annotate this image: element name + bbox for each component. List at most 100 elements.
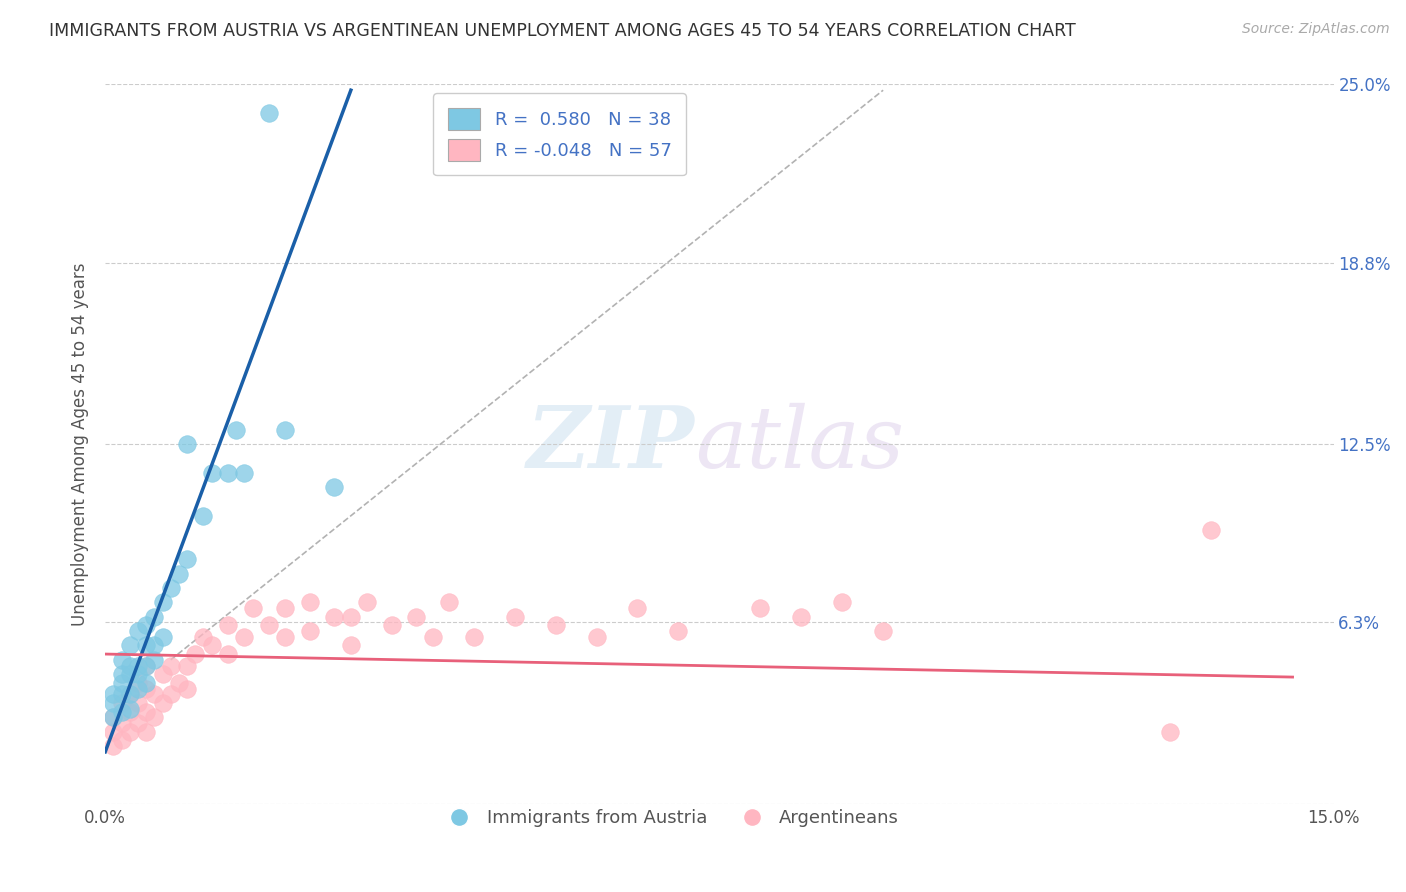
Point — [184, 647, 207, 661]
Point — [257, 106, 280, 120]
Point — [135, 618, 157, 632]
Point — [323, 480, 346, 494]
Point — [233, 630, 256, 644]
Point — [176, 437, 198, 451]
Point — [103, 724, 125, 739]
Text: IMMIGRANTS FROM AUSTRIA VS ARGENTINEAN UNEMPLOYMENT AMONG AGES 45 TO 54 YEARS CO: IMMIGRANTS FROM AUSTRIA VS ARGENTINEAN U… — [49, 22, 1076, 40]
Point — [118, 658, 141, 673]
Point — [544, 618, 567, 632]
Point — [437, 595, 460, 609]
Point — [118, 724, 141, 739]
Point — [127, 667, 149, 681]
Point — [340, 639, 363, 653]
Point — [872, 624, 894, 638]
Point — [626, 601, 648, 615]
Point — [176, 552, 198, 566]
Point — [257, 618, 280, 632]
Point — [110, 667, 132, 681]
Point — [110, 716, 132, 731]
Point — [152, 696, 174, 710]
Point — [217, 647, 239, 661]
Point — [463, 630, 485, 644]
Legend: Immigrants from Austria, Argentineans: Immigrants from Austria, Argentineans — [434, 802, 907, 834]
Point — [118, 639, 141, 653]
Point — [356, 595, 378, 609]
Point — [503, 609, 526, 624]
Point — [110, 653, 132, 667]
Point — [135, 658, 157, 673]
Point — [1199, 524, 1222, 538]
Point — [127, 681, 149, 696]
Point — [217, 618, 239, 632]
Point — [127, 624, 149, 638]
Point — [323, 609, 346, 624]
Point — [167, 675, 190, 690]
Point — [143, 687, 166, 701]
Point — [127, 696, 149, 710]
Point — [110, 696, 132, 710]
Point — [201, 639, 224, 653]
Point — [118, 705, 141, 719]
Point — [201, 466, 224, 480]
Text: Source: ZipAtlas.com: Source: ZipAtlas.com — [1241, 22, 1389, 37]
Point — [176, 681, 198, 696]
Point — [143, 653, 166, 667]
Point — [159, 687, 181, 701]
Text: ZIP: ZIP — [527, 402, 695, 486]
Point — [110, 705, 132, 719]
Point — [118, 667, 141, 681]
Point — [127, 658, 149, 673]
Point — [381, 618, 404, 632]
Point — [193, 508, 215, 523]
Point — [110, 733, 132, 747]
Point — [143, 639, 166, 653]
Point — [135, 724, 157, 739]
Point — [127, 675, 149, 690]
Point — [103, 710, 125, 724]
Point — [790, 609, 813, 624]
Point — [668, 624, 690, 638]
Point — [159, 658, 181, 673]
Point — [127, 716, 149, 731]
Point — [159, 581, 181, 595]
Point — [118, 687, 141, 701]
Point — [176, 658, 198, 673]
Point — [135, 681, 157, 696]
Point — [103, 687, 125, 701]
Point — [298, 595, 321, 609]
Point — [274, 601, 297, 615]
Point — [110, 687, 132, 701]
Point — [405, 609, 427, 624]
Point — [749, 601, 772, 615]
Point — [110, 675, 132, 690]
Point — [585, 630, 607, 644]
Point — [831, 595, 853, 609]
Point — [135, 639, 157, 653]
Y-axis label: Unemployment Among Ages 45 to 54 years: Unemployment Among Ages 45 to 54 years — [72, 262, 89, 626]
Point — [298, 624, 321, 638]
Point — [217, 466, 239, 480]
Point — [135, 705, 157, 719]
Point — [118, 687, 141, 701]
Point — [274, 423, 297, 437]
Point — [152, 630, 174, 644]
Point — [118, 702, 141, 716]
Point — [103, 739, 125, 753]
Point — [135, 658, 157, 673]
Point — [422, 630, 444, 644]
Point — [193, 630, 215, 644]
Point — [143, 710, 166, 724]
Point — [340, 609, 363, 624]
Point — [135, 675, 157, 690]
Point — [152, 595, 174, 609]
Point — [167, 566, 190, 581]
Point — [233, 466, 256, 480]
Text: atlas: atlas — [695, 402, 904, 485]
Point — [242, 601, 264, 615]
Point — [225, 423, 247, 437]
Point — [103, 710, 125, 724]
Point — [274, 630, 297, 644]
Point — [143, 609, 166, 624]
Point — [1159, 724, 1181, 739]
Point — [152, 667, 174, 681]
